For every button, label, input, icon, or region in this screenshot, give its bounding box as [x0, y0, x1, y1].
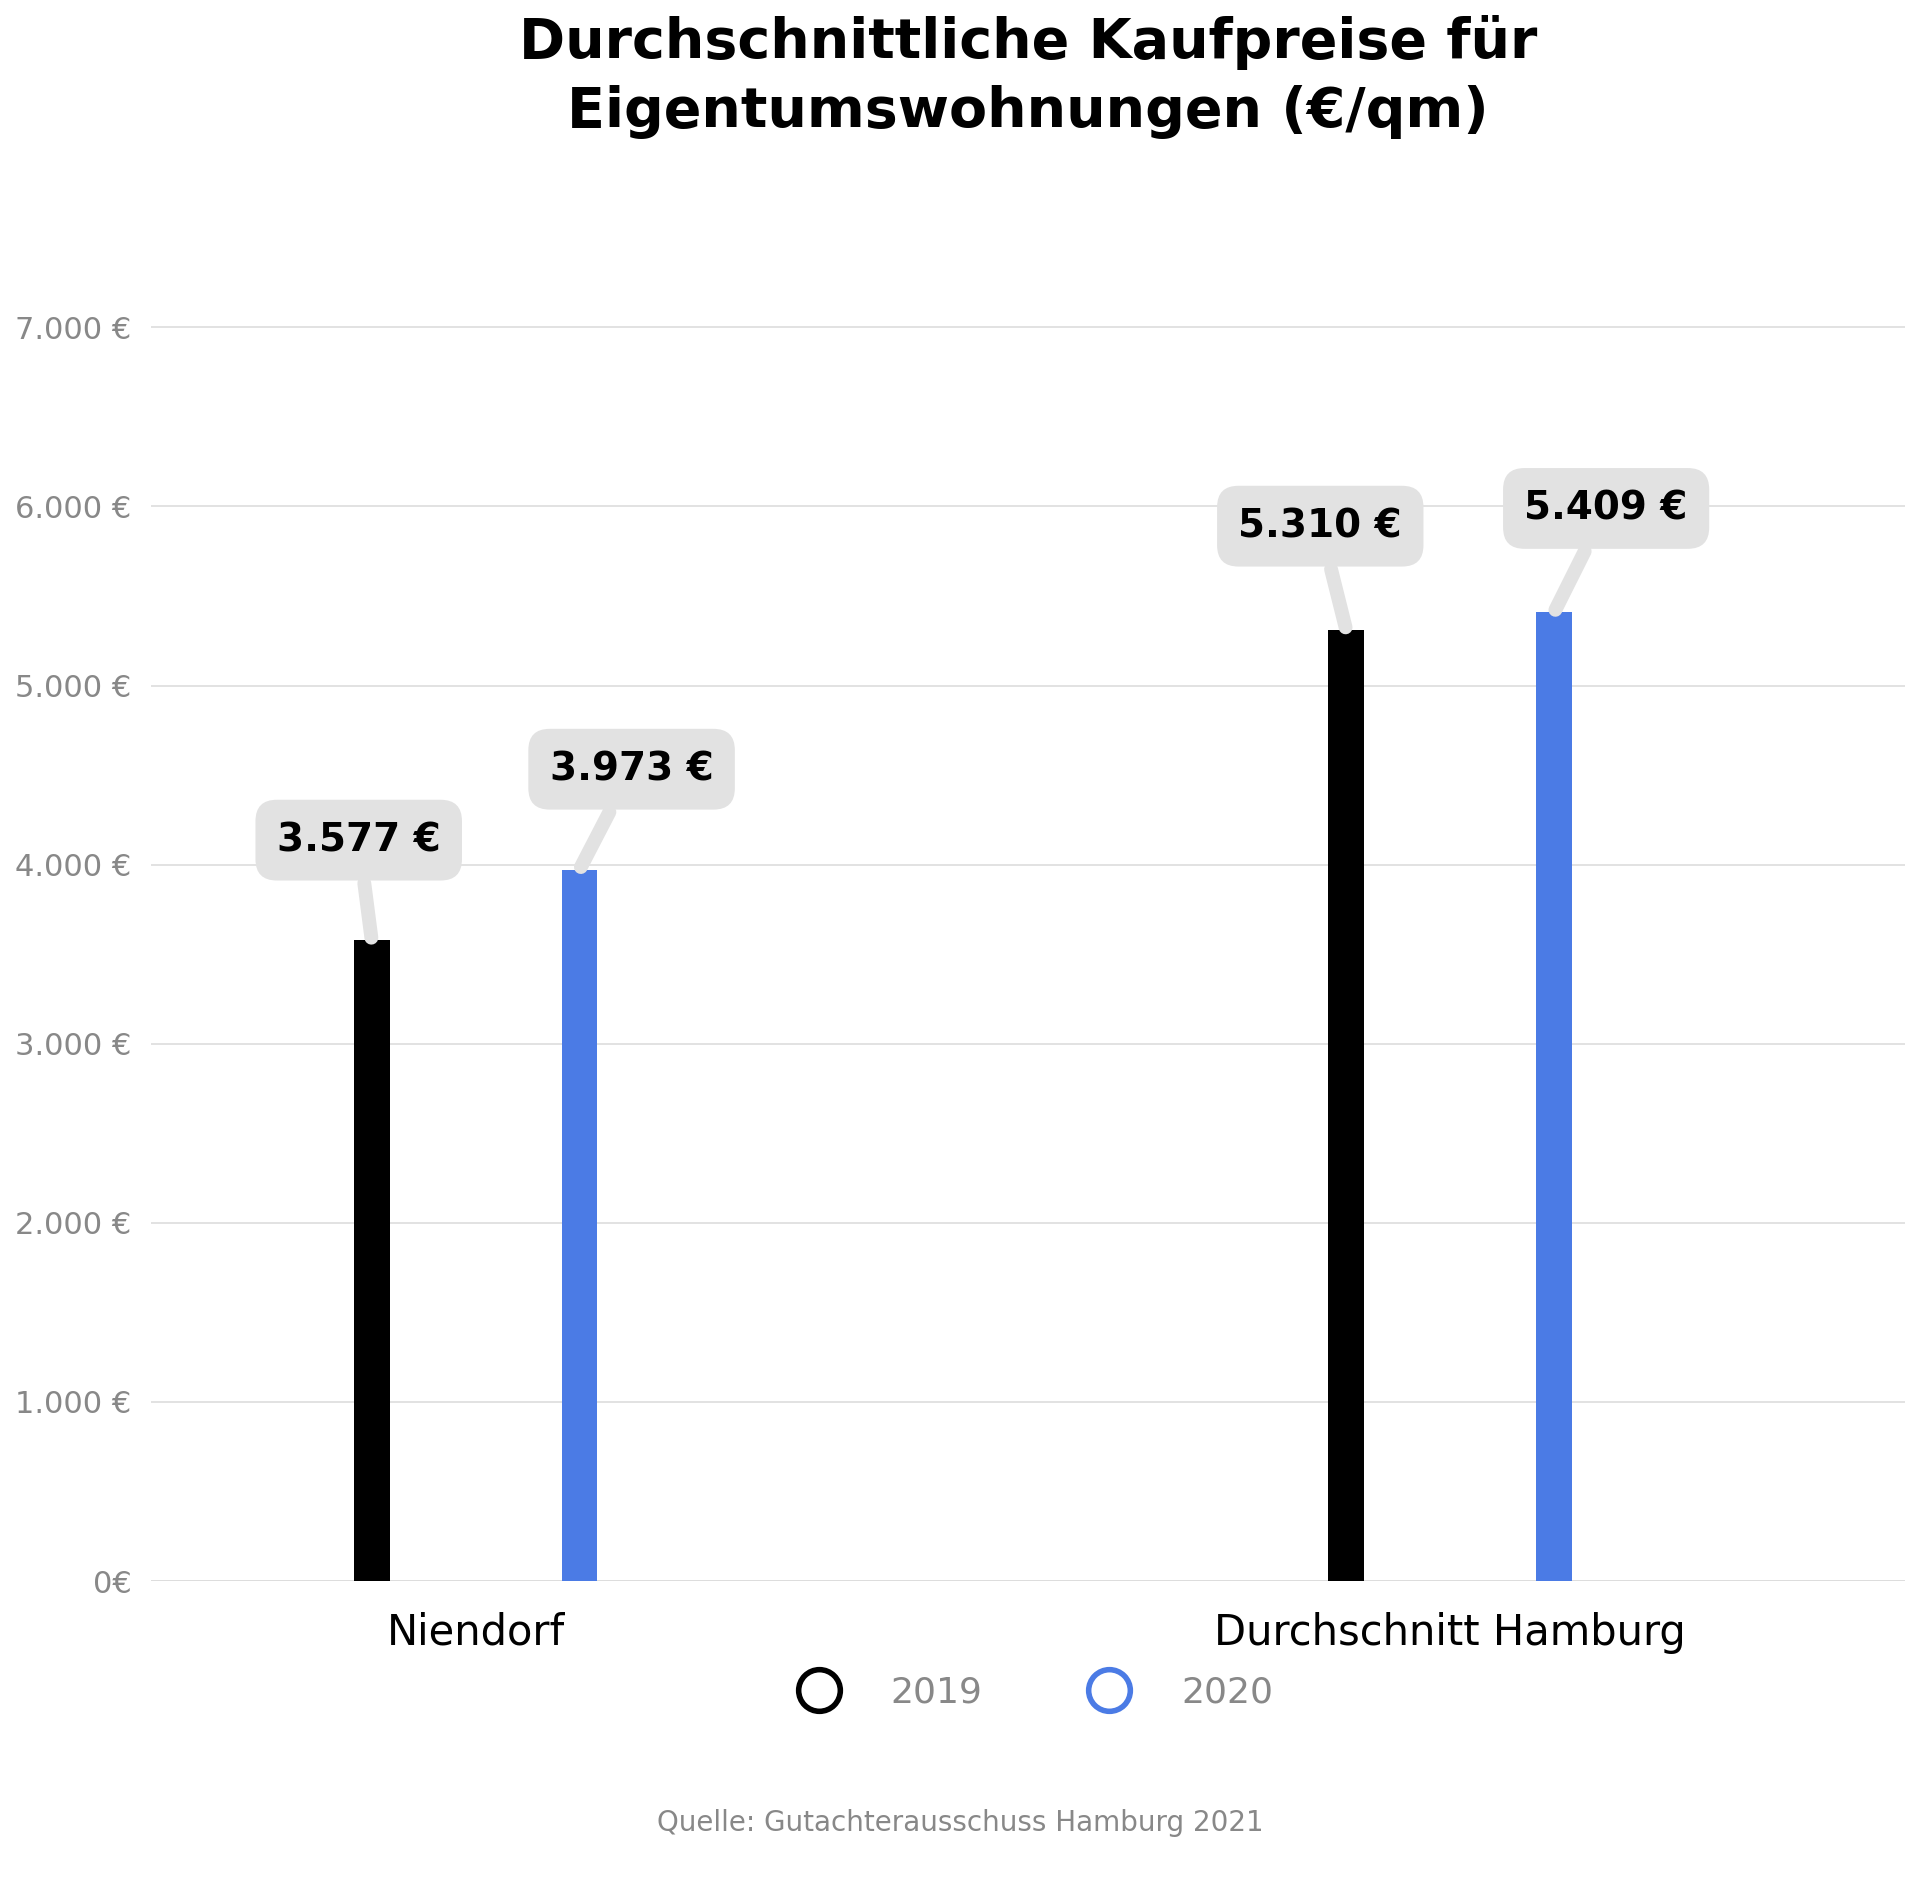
Bar — [353, 940, 390, 1581]
Text: 5.409 €: 5.409 € — [1524, 490, 1688, 610]
Title: Durchschnittliche Kaufpreise für
Eigentumswohnungen (€/qm): Durchschnittliche Kaufpreise für Eigentu… — [518, 15, 1538, 139]
Text: 3.577 €: 3.577 € — [276, 821, 440, 938]
Legend: 2019, 2020: 2019, 2020 — [768, 1662, 1288, 1724]
Bar — [1536, 612, 1572, 1581]
Text: 3.973 €: 3.973 € — [549, 750, 714, 867]
Text: 5.310 €: 5.310 € — [1238, 507, 1402, 627]
Bar — [1329, 629, 1363, 1581]
Bar — [563, 870, 597, 1581]
Text: Quelle: Gutachterausschuss Hamburg 2021: Quelle: Gutachterausschuss Hamburg 2021 — [657, 1809, 1263, 1837]
